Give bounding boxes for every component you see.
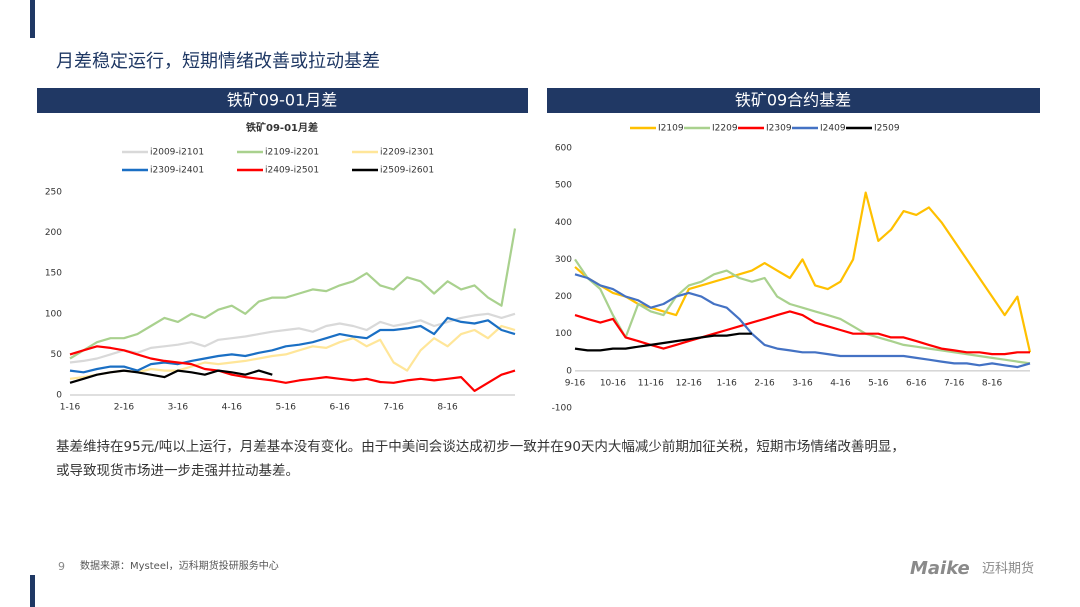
legend-label: I2409 <box>820 124 846 134</box>
x-tick-label: 8-16 <box>982 378 1003 388</box>
series-line <box>69 369 273 384</box>
y-tick-label: 600 <box>555 144 572 154</box>
page-number: 9 <box>58 560 65 573</box>
logo-cn: 迈科期货 <box>982 561 1034 577</box>
legend-label: i2309-i2401 <box>150 166 204 176</box>
body-text: 或导致现货市场进一步走强并拉动基差。 <box>56 462 299 479</box>
panel-title: 铁矿09-01月差 <box>227 91 338 110</box>
series-line <box>574 332 752 352</box>
chart-title: 铁矿09-01月差 <box>246 121 318 134</box>
y-tick-label: 300 <box>555 255 572 265</box>
body-text: 基差维持在95元/吨以上运行，月差基本没有变化。由于中美间会谈达成初步一致并在9… <box>56 438 905 455</box>
x-tick-label: 10-16 <box>600 378 626 388</box>
y-tick-label: 200 <box>555 292 572 302</box>
y-tick-label: 0 <box>56 391 62 401</box>
x-tick-label: 12-16 <box>676 378 702 388</box>
x-tick-label: 3-16 <box>792 378 813 388</box>
y-tick-label: 500 <box>555 181 572 191</box>
y-tick-label: 250 <box>45 188 62 198</box>
accent-bar <box>30 0 35 38</box>
x-tick-label: 5-16 <box>868 378 889 388</box>
x-tick-label: 1-16 <box>60 403 81 413</box>
x-tick-label: 6-16 <box>906 378 927 388</box>
y-tick-label: 400 <box>555 218 572 228</box>
legend-label: i2409-i2501 <box>265 166 319 176</box>
series-line <box>69 312 516 364</box>
charts: 0 50 100 150 200 250 1-16 2-16 3-16 4-16 5-16 6-16 7… <box>45 124 1032 414</box>
series-line <box>69 345 516 392</box>
y-tick-label: 0 <box>566 366 572 376</box>
panel-header <box>37 88 528 113</box>
x-tick-label: 4-16 <box>222 403 243 413</box>
legend-label: i2009-i2101 <box>150 148 204 158</box>
slide-title: 月差稳定运行，短期情绪改善或拉动基差 <box>56 51 380 72</box>
x-tick-label: 5-16 <box>276 403 297 413</box>
accent-bar <box>30 575 35 607</box>
legend-label: i2109-i2201 <box>265 148 319 158</box>
panel-header <box>547 88 1040 113</box>
x-tick-label: 7-16 <box>383 403 404 413</box>
x-tick-label: 8-16 <box>437 403 458 413</box>
source-note: 数据来源：Mysteel，迈科期货投研服务中心 <box>80 559 279 572</box>
series-line <box>69 316 516 374</box>
series-line <box>69 324 516 380</box>
x-tick-label: 2-16 <box>754 378 775 388</box>
x-tick-label: 9-16 <box>565 378 586 388</box>
x-tick-label: 7-16 <box>944 378 965 388</box>
series-line <box>574 258 1031 365</box>
x-tick-label: 1-16 <box>716 378 737 388</box>
y-tick-label: 50 <box>51 350 63 360</box>
legend-label: I2509 <box>874 124 900 134</box>
legend-label: I2209 <box>712 124 738 134</box>
y-tick-label: 100 <box>555 329 572 339</box>
legend-label: i2209-i2301 <box>380 148 434 158</box>
panel-title: 铁矿09合约基差 <box>735 91 851 110</box>
x-tick-label: 11-16 <box>638 378 664 388</box>
x-tick-label: 4-16 <box>830 378 851 388</box>
x-tick-label: 2-16 <box>114 403 135 413</box>
legend-label: I2309 <box>766 124 792 134</box>
legend-label: I2109 <box>658 124 684 134</box>
y-tick-label: -100 <box>552 404 573 414</box>
x-tick-label: 6-16 <box>329 403 350 413</box>
series-line <box>69 228 517 360</box>
x-tick-label: 3-16 <box>168 403 189 413</box>
legend-label: i2509-i2601 <box>380 166 434 176</box>
y-tick-label: 100 <box>45 309 62 319</box>
series-line <box>574 273 1031 369</box>
y-tick-label: 150 <box>45 269 62 279</box>
y-tick-label: 200 <box>45 228 62 238</box>
logo: Maike <box>910 558 970 579</box>
